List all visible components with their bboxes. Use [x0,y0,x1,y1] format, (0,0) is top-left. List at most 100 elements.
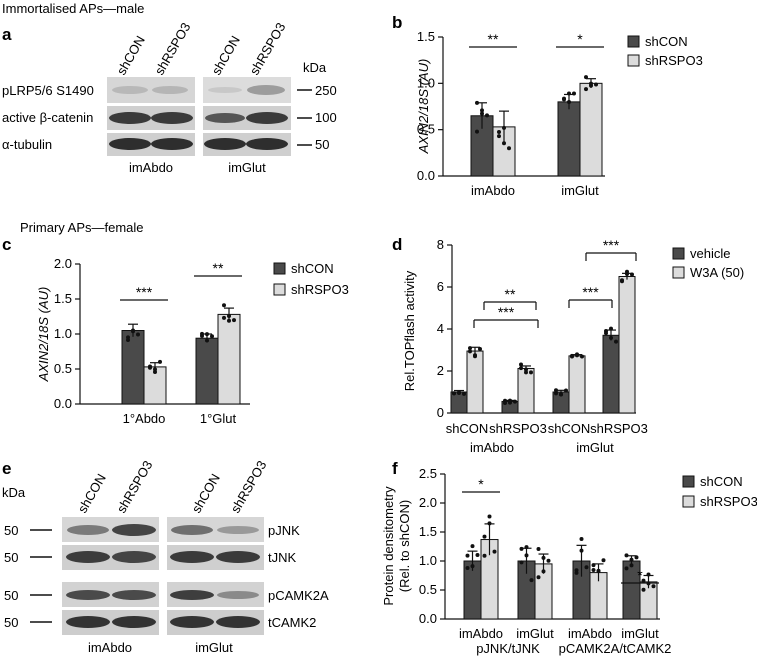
chart-f-group-label: pJNK/tJNK [476,641,540,656]
panel-label-c: c [2,235,11,254]
chart-c-data-point [210,334,214,339]
band [204,138,246,150]
chart-d-bar [602,334,620,414]
chart-d-data-point [462,391,466,396]
chart-c-data-point [205,332,209,337]
chart-c-data-point [222,315,226,320]
chart-b-data-point [562,97,566,102]
chart-f-data-point [641,587,646,592]
chart-d-data-point [473,354,477,359]
blot-a-kda-2: 100 [315,110,337,125]
chart-d-sig-label: *** [603,237,620,253]
chart-d-data-point [468,346,472,351]
band [66,551,110,563]
band [112,590,156,600]
chart-d-bar [466,350,484,414]
chart-d-sig-label: *** [498,304,515,320]
chart-d-x-tick-label: shCON [548,421,591,436]
chart-f-data-point [519,546,524,551]
band [217,591,259,599]
chart-f-data-point [487,521,492,526]
chart-c-data-point [205,338,209,343]
chart-c-sig-label: ** [213,260,224,276]
band [151,138,193,150]
chart-f-data-point [646,572,651,577]
chart-f-data-point [546,558,551,563]
chart-d-data-point [519,366,523,371]
blot-a-lane-1: shCON [114,33,148,77]
chart-f-data-point [465,566,470,571]
chart-f-data-point [651,584,656,589]
chart-b-data-point [480,108,484,113]
chart-d-data-point [620,278,624,283]
chart-c-bar [195,337,219,405]
blot-e: shCON shRSPO3 shCON shRSPO3 kDa 50 50 50… [2,458,329,655]
chart-f-y-tick-label: 0.5 [419,582,437,597]
chart-f-y-tick-label: 1.5 [419,524,437,539]
blot-a-kda-1: 250 [315,83,337,98]
chart-d-sig-label: ** [505,286,516,302]
chart-d-x-tick-label: shCON [446,421,489,436]
chart-d-data-point [570,354,574,359]
panel-label-e: e [2,459,11,478]
blot-e-lane-3: shCON [189,471,223,515]
panel-label-f: f [392,459,398,478]
header-primary: Primary APs—female [20,220,144,235]
chart-b-data-point [497,130,501,135]
chart-c-data-point [126,338,130,343]
band [247,85,285,95]
chart-d-data-point [503,401,507,406]
chart-b-data-point [584,87,588,92]
chart-c-data-point [227,318,231,323]
chart-c-data-point [148,364,152,369]
chart-f-x-tick-label: imAbdo [568,626,612,641]
chart-b-legend-swatch [627,54,640,67]
chart-c-y-tick-label: 1.0 [54,326,72,341]
chart-d-data-point [452,391,456,396]
chart-b-y-tick-label: 0.5 [417,122,435,137]
chart-c-data-point [136,332,140,337]
band [217,526,259,534]
chart-c-x-tick-label: 1°Abdo [123,411,166,426]
chart-d-legend-label: vehicle [690,246,730,261]
chart-d-y-tick-label: 0 [437,405,444,420]
chart-f-data-point [536,547,541,552]
chart-c-data-point [222,303,226,308]
blot-a: shCON shRSPO3 shCON shRSPO3 kDa pLRP5/6 … [2,20,337,175]
chart-d-legend-swatch [672,266,685,279]
blot-e-group-1: imAbdo [88,640,132,655]
chart-b-data-point [567,91,571,96]
blot-e-kda-1: 50 [4,523,18,538]
chart-d-data-point [529,370,533,375]
chart-f-data-point [574,570,579,575]
chart-f-x-tick-label: imGlut [621,626,659,641]
blot-a-kda-label: kDa [303,60,327,75]
chart-f-data-point [596,568,601,573]
blot-a-row-label-3: α-tubulin [2,137,52,152]
chart-b-data-point [507,146,511,151]
band [152,86,188,94]
chart-b-data-point [567,99,571,104]
band [170,590,214,600]
chart-d-data-point [609,326,613,331]
chart-d-group-label: imGlut [576,440,614,455]
blot-e-row-label-1: pJNK [268,523,300,538]
band [216,551,260,563]
chart-b-y-label: AXIN2/18S (AU) [416,59,431,155]
blot-e-row-label-2: tJNK [268,550,297,565]
chart-b-x-tick-label: imAbdo [471,183,515,198]
chart-f-data-point [519,560,524,565]
band [109,138,151,150]
chart-d-data-point [524,370,528,375]
chart-c-bar [217,313,241,405]
chart-d-group-label: imAbdo [470,440,514,455]
chart-d-y-tick-label: 8 [437,237,444,252]
chart-c-data-point [131,328,135,333]
chart-b-data-point [502,125,506,130]
blot-e-row-label-4: tCAMK2 [268,615,316,630]
blot-e-kda-2: 50 [4,550,18,565]
chart-c-bar [121,330,145,405]
chart-b-bar [557,101,581,177]
blot-e-lane-4: shRSPO3 [228,458,270,516]
band [246,138,288,150]
